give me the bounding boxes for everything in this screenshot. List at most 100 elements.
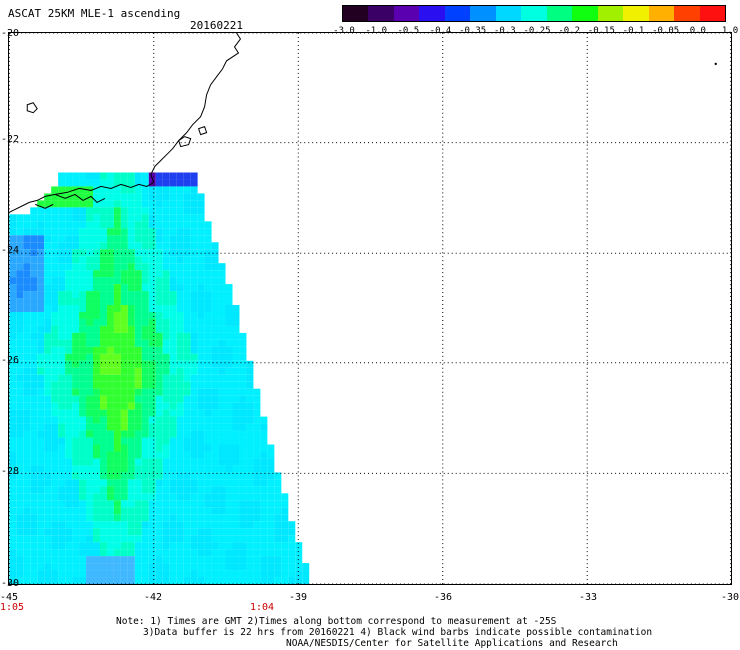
wind-cell: [99, 221, 107, 229]
wind-cell: [72, 542, 80, 550]
wind-cell: [183, 172, 191, 180]
coastline-bay: [35, 193, 106, 209]
wind-cell: [169, 493, 177, 501]
wind-cell: [218, 486, 226, 494]
wind-cell: [23, 500, 31, 508]
wind-cell: [106, 409, 114, 417]
wind-cell: [183, 284, 191, 292]
wind-cell: [79, 458, 87, 466]
wind-cell: [16, 528, 24, 536]
wind-cell: [155, 318, 163, 326]
wind-cell: [99, 563, 107, 571]
wind-cell: [176, 500, 184, 508]
wind-cell: [232, 388, 240, 396]
wind-cell: [218, 395, 226, 403]
wind-cell: [169, 486, 177, 494]
wind-cell: [51, 367, 59, 375]
lat-lon-grid: [9, 33, 731, 584]
wind-cell: [16, 402, 24, 410]
wind-cell: [23, 360, 31, 368]
wind-cell: [183, 291, 191, 299]
wind-cell: [197, 284, 205, 292]
wind-cell: [162, 472, 170, 480]
wind-cell: [23, 367, 31, 375]
wind-cell: [218, 325, 226, 333]
wind-cell: [23, 416, 31, 424]
wind-cell: [169, 409, 177, 417]
wind-cell: [155, 221, 163, 229]
wind-cell: [260, 458, 268, 466]
wind-cell: [51, 521, 59, 529]
wind-cell: [218, 493, 226, 501]
wind-cell: [72, 221, 80, 229]
wind-cell: [120, 542, 128, 550]
wind-cell: [204, 339, 212, 347]
wind-cell: [120, 549, 128, 557]
wind-cell: [204, 235, 212, 243]
wind-cell: [58, 235, 66, 243]
wind-cell: [65, 228, 73, 236]
wind-cell: [120, 311, 128, 319]
wind-cell: [267, 451, 275, 459]
wind-cell: [162, 570, 170, 578]
wind-cell: [93, 577, 100, 584]
wind-cell: [218, 277, 226, 285]
wind-cell: [232, 416, 240, 424]
wind-cell: [232, 486, 240, 494]
wind-cell: [86, 332, 94, 340]
wind-cell: [51, 395, 59, 403]
wind-cell: [169, 528, 177, 536]
wind-cell: [65, 388, 73, 396]
wind-cell: [113, 479, 121, 487]
wind-cell: [72, 374, 80, 382]
time-label-1: 1:05: [0, 602, 25, 613]
wind-cell: [197, 423, 205, 431]
wind-cell: [23, 221, 31, 229]
wind-cell: [106, 332, 114, 340]
wind-cell: [9, 458, 17, 466]
wind-cell: [16, 353, 24, 361]
wind-cell: [93, 458, 100, 466]
wind-cell: [51, 388, 59, 396]
wind-cell: [190, 437, 198, 445]
wind-cell: [127, 318, 135, 326]
wind-cell: [72, 437, 80, 445]
wind-cell: [197, 277, 205, 285]
wind-cell: [155, 339, 163, 347]
wind-cell: [120, 298, 128, 306]
wind-cell: [134, 409, 142, 417]
wind-cell: [23, 381, 31, 389]
wind-cell: [79, 172, 87, 180]
wind-cell: [162, 284, 170, 292]
wind-cell: [106, 214, 114, 222]
wind-cell: [86, 514, 94, 522]
wind-cell: [183, 535, 191, 543]
wind-cell: [106, 395, 114, 403]
wind-cell: [58, 458, 66, 466]
wind-cell: [274, 528, 282, 536]
wind-cell: [204, 311, 212, 319]
wind-cell: [190, 479, 198, 487]
wind-cell: [162, 521, 170, 529]
wind-cell: [79, 437, 87, 445]
wind-cell: [253, 542, 261, 550]
wind-cell: [141, 542, 149, 550]
wind-cell: [267, 528, 275, 536]
wind-cell: [176, 200, 184, 208]
wind-cell: [106, 284, 114, 292]
color-swatch-11: [597, 6, 624, 21]
wind-cell: [148, 444, 156, 452]
wind-cell: [211, 542, 219, 550]
wind-cell: [99, 186, 107, 194]
wind-cell: [93, 291, 100, 299]
color-scale-label-11: -0.05: [652, 26, 680, 36]
wind-cell: [106, 535, 114, 543]
wind-cell: [9, 374, 17, 382]
wind-cell: [253, 423, 261, 431]
wind-cell: [204, 367, 212, 375]
wind-cell: [134, 374, 142, 382]
wind-cell: [79, 402, 87, 410]
wind-cell: [253, 514, 261, 522]
wind-cell: [120, 535, 128, 543]
wind-cell: [23, 556, 31, 564]
